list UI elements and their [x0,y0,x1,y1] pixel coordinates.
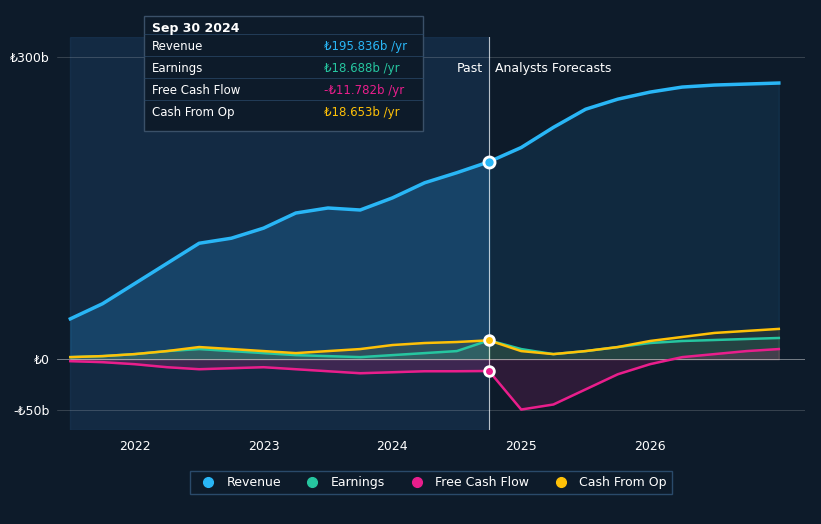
Text: ₺18.688b /yr: ₺18.688b /yr [324,62,400,75]
Bar [71,37,489,430]
Text: Sep 30 2024: Sep 30 2024 [152,23,240,36]
Text: -₺11.782b /yr: -₺11.782b /yr [324,84,405,97]
Text: Free Cash Flow: Free Cash Flow [152,84,241,97]
Text: Analysts Forecasts: Analysts Forecasts [495,62,612,75]
Text: ₺195.836b /yr: ₺195.836b /yr [324,40,407,53]
Text: Earnings: Earnings [152,62,204,75]
Text: Revenue: Revenue [152,40,204,53]
Text: Past: Past [456,62,483,75]
Legend: Revenue, Earnings, Free Cash Flow, Cash From Op: Revenue, Earnings, Free Cash Flow, Cash … [190,471,672,494]
Text: ₺18.653b /yr: ₺18.653b /yr [324,106,400,119]
Text: Cash From Op: Cash From Op [152,106,234,119]
